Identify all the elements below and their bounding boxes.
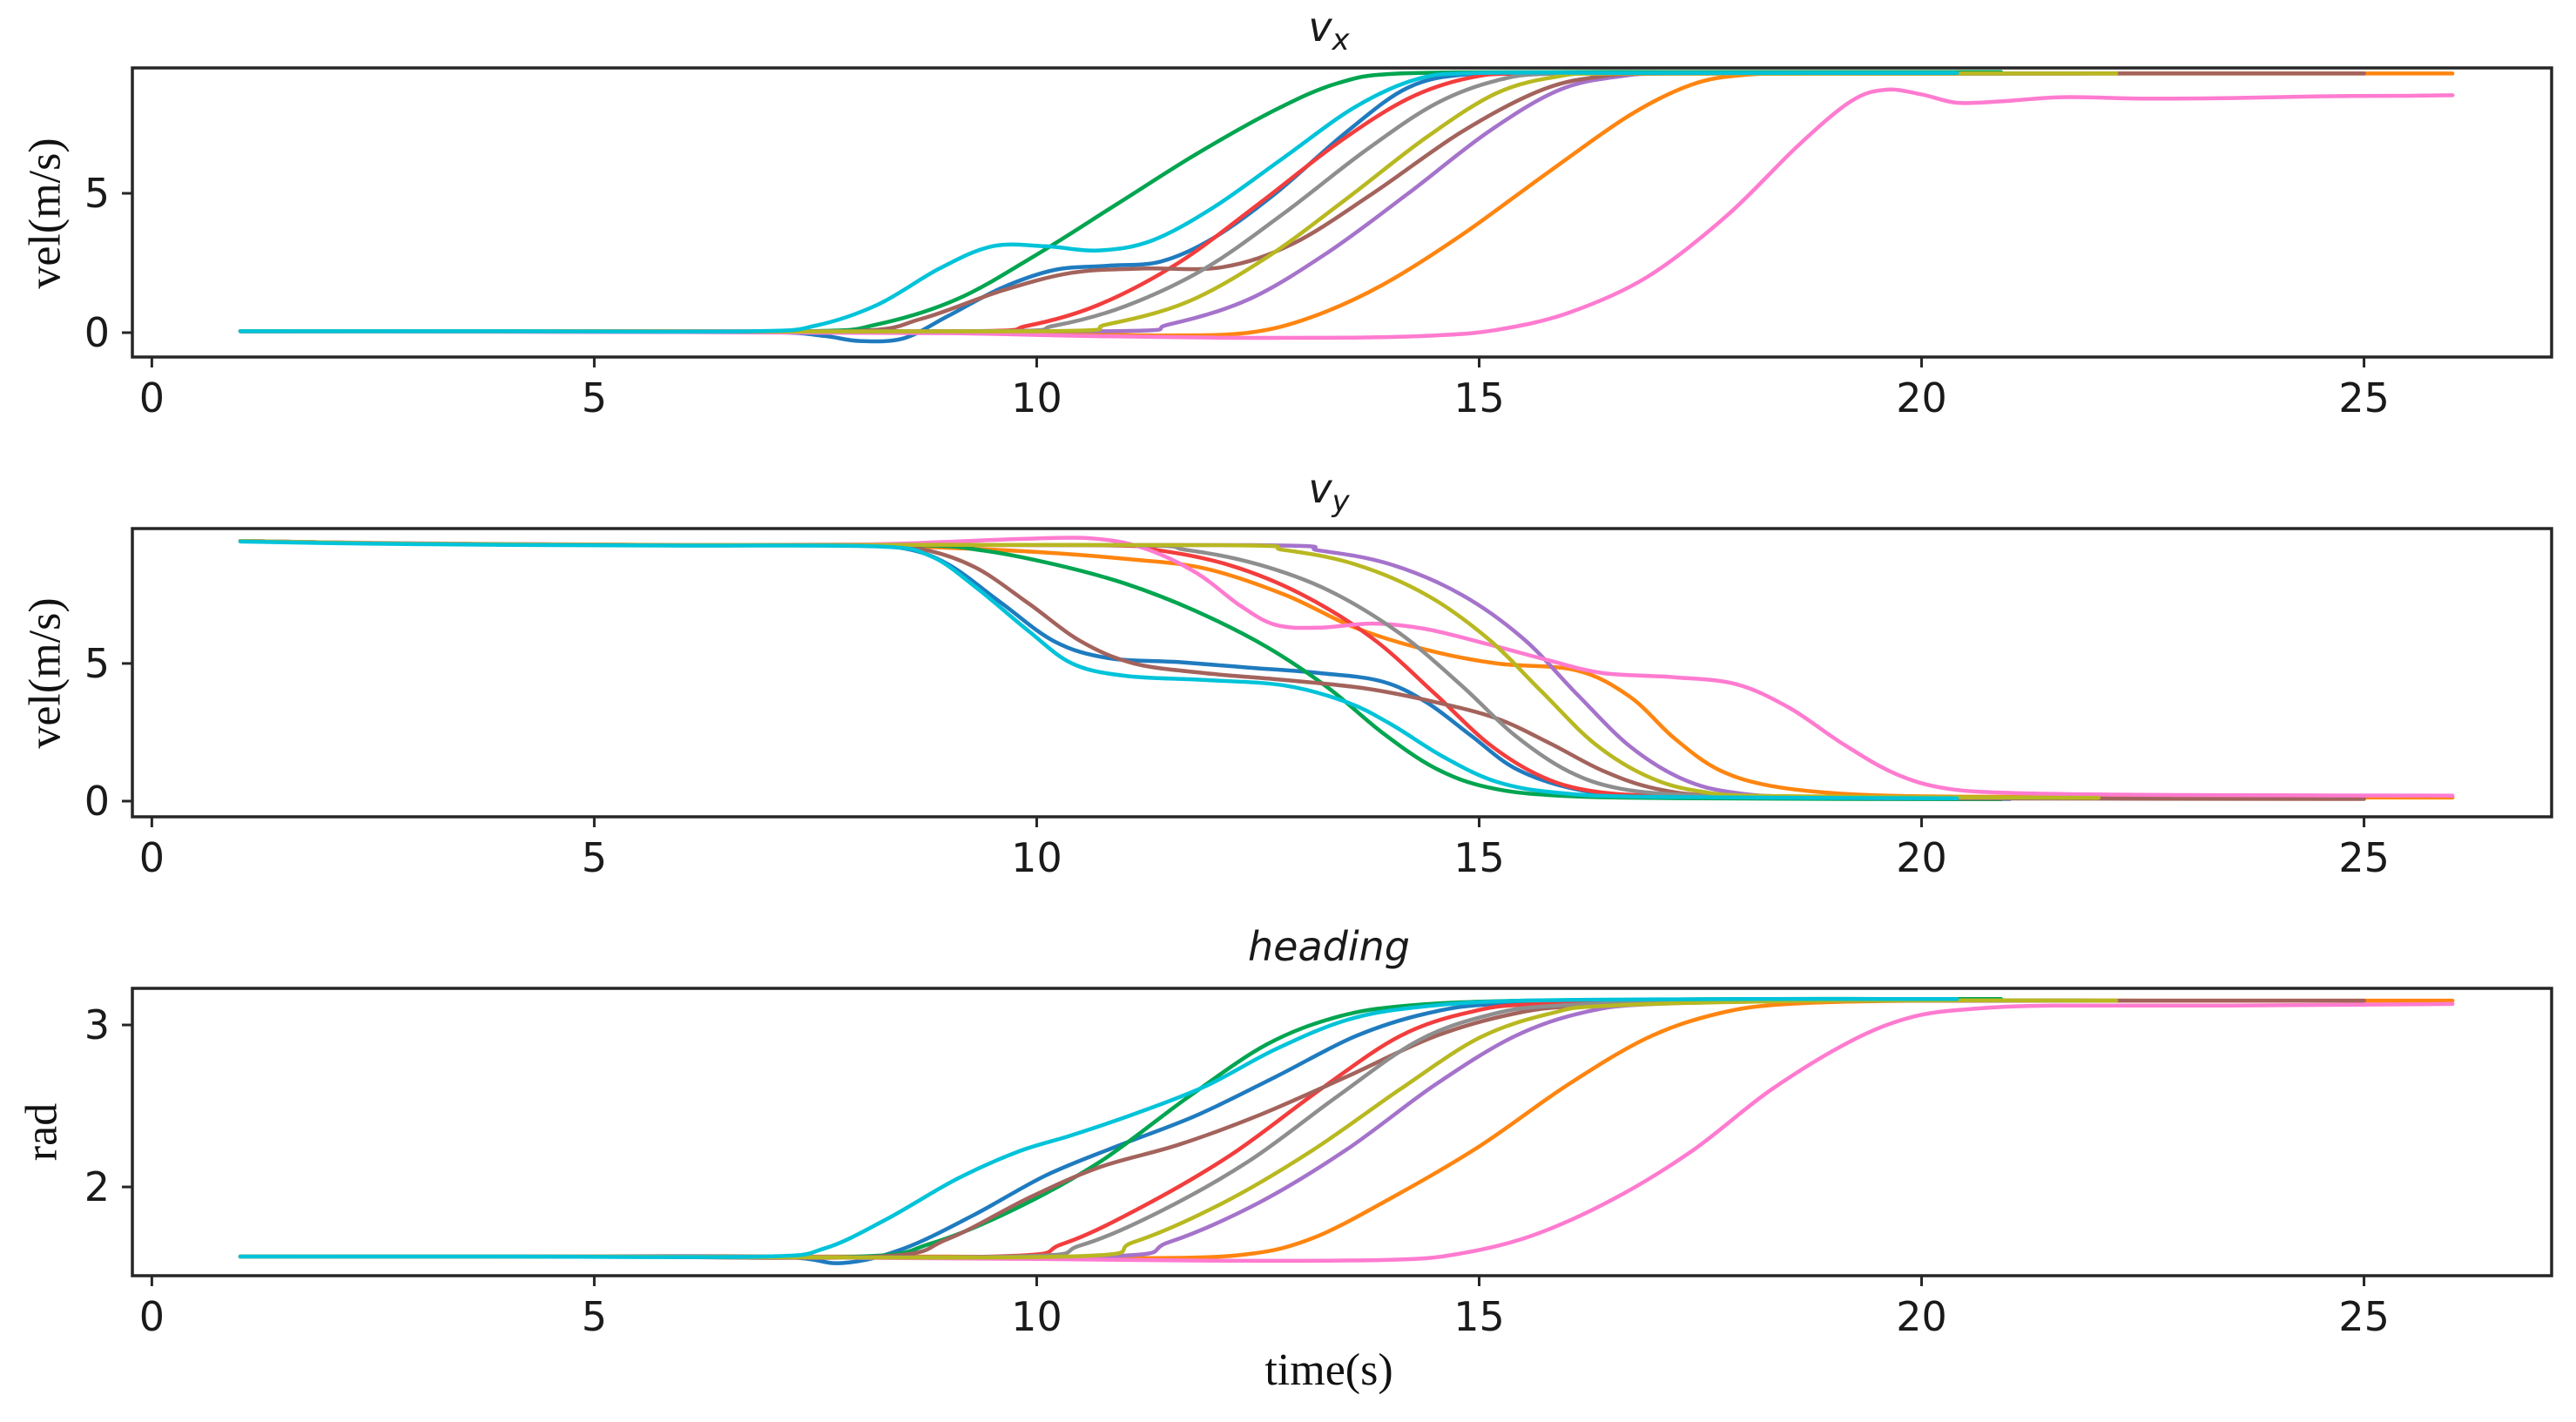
x-tick-label: 15	[1453, 1293, 1505, 1340]
series-line-cyan	[238, 539, 1959, 801]
x-tick-label: 10	[1011, 1293, 1062, 1340]
x-tick-label: 25	[2338, 1293, 2390, 1340]
plot-spines	[131, 527, 2553, 819]
y-tick-label: 5	[84, 170, 110, 217]
series-line-blue	[238, 538, 2013, 801]
series-line-purple	[238, 71, 2092, 334]
x-tick-label: 20	[1896, 834, 1947, 881]
x-tick-label: 15	[1453, 374, 1505, 421]
y-axis-label-vx: vel(m/s)	[20, 138, 71, 289]
series-line-green	[238, 538, 2004, 802]
series-line-gray	[238, 71, 2083, 334]
x-tick-label: 5	[582, 1293, 607, 1340]
series-line-red	[238, 71, 2057, 334]
series-line-cyan	[238, 71, 1959, 334]
x-tick-label: 0	[139, 1293, 165, 1340]
x-tick-label: 15	[1453, 834, 1505, 881]
x-tick-label: 25	[2338, 834, 2390, 881]
y-tick-label: 5	[84, 640, 110, 687]
series-line-orange	[238, 538, 2455, 800]
series-line-cyan	[238, 996, 1959, 1259]
y-tick-label: 2	[84, 1163, 110, 1210]
y-axis-label-vy: vel(m/s)	[20, 597, 71, 749]
x-tick-label: 5	[582, 374, 607, 421]
series-line-olive	[238, 998, 2119, 1260]
x-tick-label: 0	[139, 834, 165, 881]
y-tick-label: 3	[84, 1001, 110, 1048]
plot-spines	[131, 66, 2553, 359]
series-line-pink	[238, 87, 2455, 340]
series-line-blue	[238, 998, 2013, 1265]
subplot-title-vx: vx	[1308, 3, 1350, 58]
x-tick-label: 0	[139, 374, 165, 421]
subplot-title-vy: vy	[1308, 465, 1350, 520]
x-tick-label: 5	[582, 834, 607, 881]
series-line-pink	[238, 536, 2455, 798]
x-axis-label: time(s)	[1264, 1345, 1393, 1395]
plot-spines	[131, 987, 2553, 1277]
series-line-blue	[238, 71, 2013, 344]
series-line-brown	[238, 71, 2366, 334]
x-tick-label: 20	[1896, 1293, 1947, 1340]
x-tick-label: 10	[1011, 834, 1062, 881]
x-tick-label: 25	[2338, 374, 2390, 421]
x-tick-label: 20	[1896, 374, 1947, 421]
subplot-title-heading: heading	[1248, 923, 1410, 970]
y-tick-label: 0	[84, 778, 110, 825]
y-tick-label: 0	[84, 309, 110, 356]
x-tick-label: 10	[1011, 374, 1062, 421]
y-axis-label-heading: rad	[17, 1102, 67, 1162]
series-line-red	[238, 538, 2057, 800]
